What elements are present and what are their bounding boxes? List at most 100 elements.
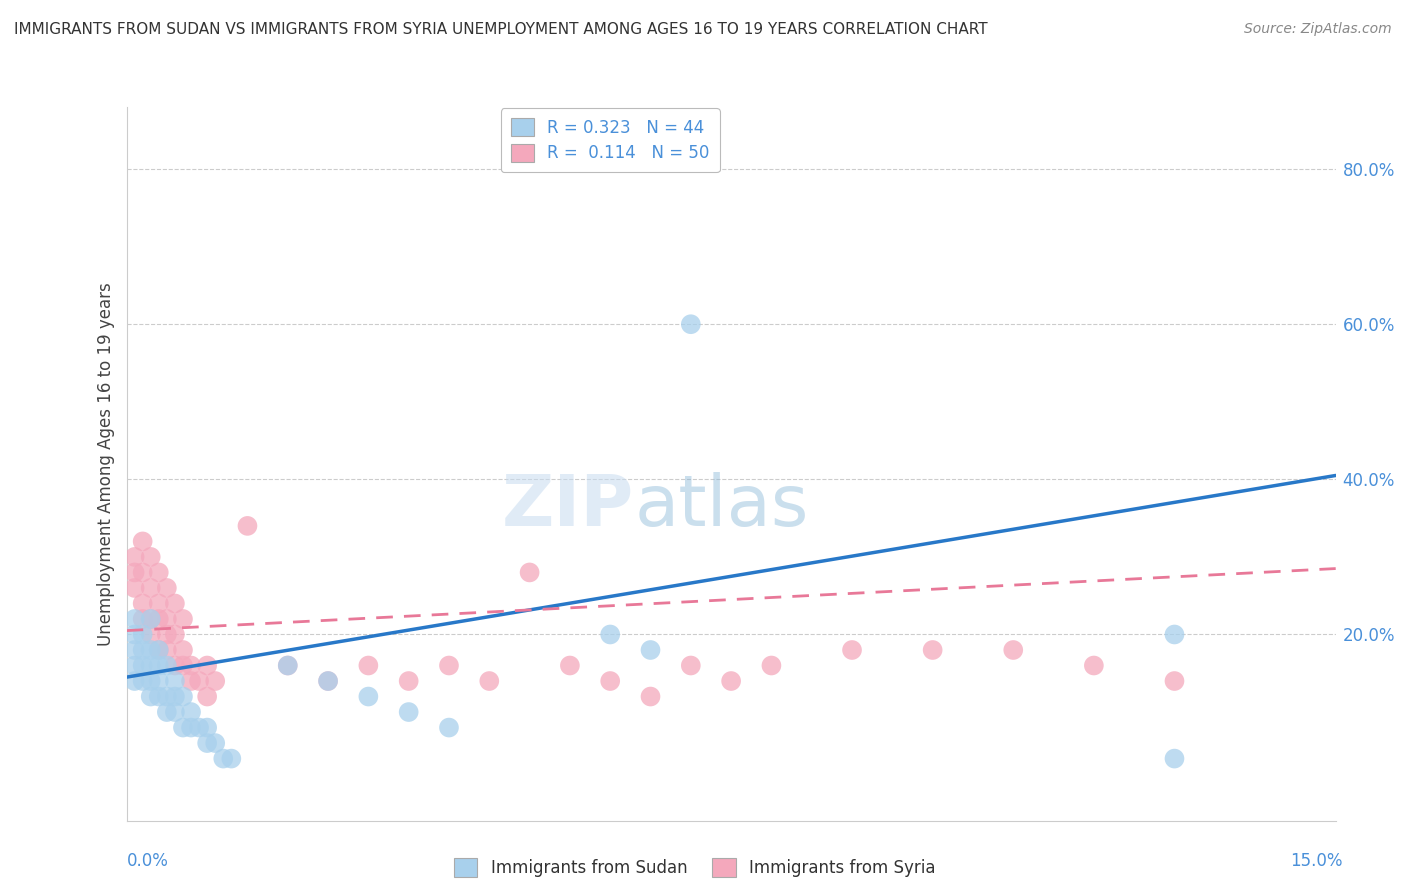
Point bbox=[720, 673, 742, 688]
Point bbox=[172, 658, 194, 673]
Point bbox=[156, 705, 179, 719]
Text: IMMIGRANTS FROM SUDAN VS IMMIGRANTS FROM SYRIA UNEMPLOYMENT AMONG AGES 16 TO 19 : IMMIGRANTS FROM SUDAN VS IMMIGRANTS FROM… bbox=[14, 22, 987, 37]
Point bbox=[277, 658, 299, 673]
Point bbox=[131, 534, 153, 549]
Point bbox=[204, 736, 226, 750]
Point bbox=[398, 673, 420, 688]
Point bbox=[357, 690, 380, 704]
Point bbox=[180, 705, 202, 719]
Point bbox=[640, 690, 662, 704]
Point bbox=[640, 643, 662, 657]
Point bbox=[195, 690, 218, 704]
Point bbox=[156, 658, 179, 673]
Point bbox=[139, 643, 162, 657]
Point bbox=[124, 566, 146, 580]
Point bbox=[139, 658, 162, 673]
Point bbox=[277, 658, 299, 673]
Point bbox=[172, 612, 194, 626]
Point bbox=[148, 673, 170, 688]
Point bbox=[195, 658, 218, 673]
Point bbox=[1163, 627, 1185, 641]
Point bbox=[478, 673, 501, 688]
Y-axis label: Unemployment Among Ages 16 to 19 years: Unemployment Among Ages 16 to 19 years bbox=[97, 282, 115, 646]
Text: Source: ZipAtlas.com: Source: ZipAtlas.com bbox=[1244, 22, 1392, 37]
Point bbox=[195, 736, 218, 750]
Point bbox=[131, 612, 153, 626]
Point bbox=[163, 673, 186, 688]
Point bbox=[131, 627, 153, 641]
Point bbox=[156, 627, 179, 641]
Point bbox=[124, 658, 146, 673]
Point bbox=[139, 612, 162, 626]
Point bbox=[163, 597, 186, 611]
Point bbox=[398, 705, 420, 719]
Point bbox=[236, 519, 259, 533]
Point bbox=[131, 643, 153, 657]
Point bbox=[599, 673, 621, 688]
Point bbox=[163, 690, 186, 704]
Point bbox=[139, 627, 162, 641]
Point bbox=[139, 690, 162, 704]
Point bbox=[212, 751, 235, 765]
Point bbox=[156, 581, 179, 595]
Point bbox=[841, 643, 863, 657]
Point bbox=[163, 658, 186, 673]
Point bbox=[679, 658, 702, 673]
Text: ZIP: ZIP bbox=[502, 472, 634, 541]
Point bbox=[156, 612, 179, 626]
Point bbox=[1002, 643, 1025, 657]
Legend: Immigrants from Sudan, Immigrants from Syria: Immigrants from Sudan, Immigrants from S… bbox=[447, 852, 942, 884]
Point bbox=[519, 566, 541, 580]
Point bbox=[204, 673, 226, 688]
Point bbox=[148, 643, 170, 657]
Point bbox=[761, 658, 783, 673]
Point bbox=[139, 549, 162, 564]
Point bbox=[1163, 751, 1185, 765]
Point bbox=[316, 673, 339, 688]
Point bbox=[180, 673, 202, 688]
Point bbox=[131, 673, 153, 688]
Point bbox=[131, 566, 153, 580]
Point bbox=[316, 673, 339, 688]
Text: 15.0%: 15.0% bbox=[1291, 852, 1343, 870]
Point bbox=[599, 627, 621, 641]
Point bbox=[180, 658, 202, 673]
Point bbox=[139, 612, 162, 626]
Point bbox=[156, 690, 179, 704]
Point bbox=[163, 627, 186, 641]
Point bbox=[1083, 658, 1105, 673]
Point bbox=[188, 721, 211, 735]
Point bbox=[131, 658, 153, 673]
Point bbox=[124, 643, 146, 657]
Point bbox=[437, 658, 460, 673]
Point bbox=[148, 612, 170, 626]
Point bbox=[163, 705, 186, 719]
Point bbox=[148, 658, 170, 673]
Point bbox=[1163, 673, 1185, 688]
Point bbox=[124, 612, 146, 626]
Point bbox=[221, 751, 243, 765]
Point bbox=[437, 721, 460, 735]
Point bbox=[172, 690, 194, 704]
Point bbox=[558, 658, 581, 673]
Text: atlas: atlas bbox=[634, 472, 808, 541]
Point bbox=[172, 643, 194, 657]
Point bbox=[124, 581, 146, 595]
Point bbox=[195, 721, 218, 735]
Point bbox=[124, 673, 146, 688]
Point bbox=[172, 721, 194, 735]
Point bbox=[156, 643, 179, 657]
Point bbox=[148, 597, 170, 611]
Point bbox=[139, 581, 162, 595]
Point bbox=[357, 658, 380, 673]
Point bbox=[148, 643, 170, 657]
Point bbox=[124, 549, 146, 564]
Point bbox=[124, 627, 146, 641]
Point bbox=[921, 643, 943, 657]
Point bbox=[148, 566, 170, 580]
Point bbox=[679, 317, 702, 331]
Point bbox=[139, 673, 162, 688]
Point bbox=[188, 673, 211, 688]
Point bbox=[148, 690, 170, 704]
Text: 0.0%: 0.0% bbox=[127, 852, 169, 870]
